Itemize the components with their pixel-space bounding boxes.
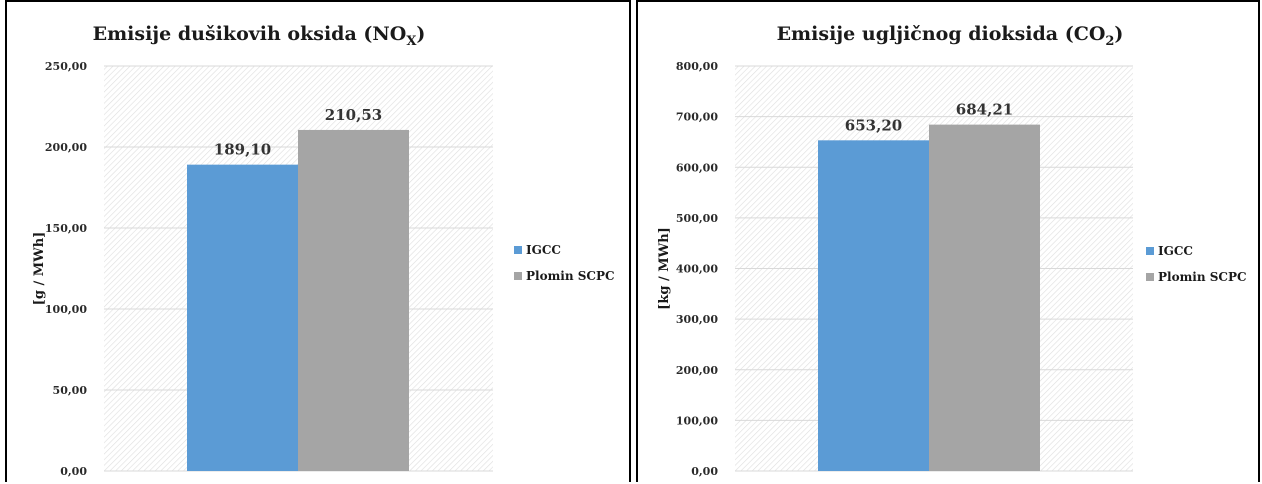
y-tick-label: 200,00 [676,364,718,377]
legend-swatch [514,272,522,280]
bar-plomin-scpc [298,129,409,471]
legend-label: Plomin SCPC [1158,270,1247,284]
chart-panel-co2: 0,00 100,00 200,00 300,00 400,00 500,00 600,00… [636,0,1260,482]
co2-chart-svg: 0,00 100,00 200,00 300,00 400,00 500,00 600,00… [657,23,1247,478]
y-axis-label: [kg / MWh] [657,227,672,310]
chart-title-subscript: X [406,34,417,49]
data-label: 210,53 [325,106,382,124]
y-tick-label: 500,00 [676,212,718,225]
chart-title-main: Emisije dušikovih oksida (NO [93,23,407,45]
y-tick-label: 200,00 [45,141,87,154]
y-tick-label: 0,00 [60,465,87,478]
nox-chart-svg: 0,00 50,00 100,00 150,00 200,00 250,00 Emisije… [32,23,615,478]
y-tick-label: 400,00 [676,263,718,276]
legend-label: IGCC [1158,244,1193,258]
chart-title-end: ) [416,23,425,45]
chart-panel-nox: 0,00 50,00 100,00 150,00 200,00 250,00 Emisije… [5,0,631,482]
chart-title: Emisije ugljičnog dioksida (CO2) [777,23,1124,49]
legend-label: IGCC [526,243,561,257]
bar-plomin-scpc [929,124,1040,472]
bar-igcc [818,140,929,471]
data-label: 189,10 [214,141,271,159]
y-tick-label: 0,00 [691,465,718,478]
chart-title: Emisije dušikovih oksida (NOX) [93,23,426,49]
y-tick-label: 600,00 [676,161,718,174]
y-tick-label: 50,00 [53,384,88,397]
y-tick-label: 700,00 [676,111,718,124]
legend-swatch [1146,273,1154,281]
y-tick-label: 100,00 [45,303,87,316]
y-tick-label: 800,00 [676,60,718,73]
chart-title-end: ) [1114,23,1123,45]
legend-label: Plomin SCPC [526,269,615,283]
chart-title-subscript: 2 [1105,34,1114,49]
y-tick-label: 250,00 [45,60,87,73]
y-tick-label: 150,00 [45,222,87,235]
y-tick-label: 300,00 [676,313,718,326]
legend-swatch [514,246,522,254]
data-label: 684,21 [956,101,1013,119]
data-label: 653,20 [845,116,902,134]
legend-swatch [1146,247,1154,255]
bar-igcc [187,164,298,471]
y-tick-label: 100,00 [676,414,718,427]
chart-title-main: Emisije ugljičnog dioksida (CO [777,23,1106,45]
y-axis-label: [g / MWh] [32,232,47,306]
